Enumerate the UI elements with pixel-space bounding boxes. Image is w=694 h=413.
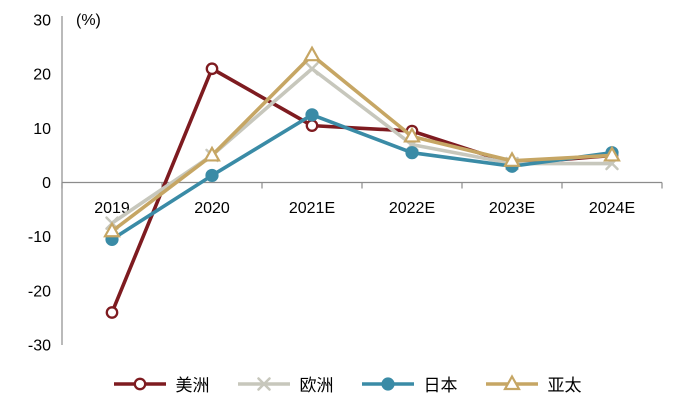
x-axis-tick-label: 2024E [589,200,635,217]
data-point-marker-japan [405,146,419,160]
data-point-marker-asia-pacific [403,126,421,143]
x-axis-tick-label: 2022E [389,200,435,217]
data-point-marker-americas [205,62,219,76]
y-axis-tick-label: 10 [33,121,51,138]
series-line-japan [110,112,614,242]
legend-label-asia-pacific: 亚太 [547,376,582,395]
legend-label-americas: 美洲 [175,376,210,395]
data-point-marker-europe [305,62,319,76]
data-point-marker-americas [105,306,119,319]
legend-marker-americas [113,377,166,390]
legend-marker-europe [237,376,290,391]
legend-item-europe: 欧洲 [237,371,334,396]
series-line-europe [110,66,614,225]
data-point-marker-asia-pacific [203,145,221,162]
x-axis-tick-label: 2021E [289,200,335,217]
legend-item-americas: 美洲 [113,371,210,396]
data-point-marker-americas [133,377,146,390]
legend-marker-asia-pacific [485,373,538,390]
data-point-marker-americas [305,119,319,132]
data-point-marker-japan [205,168,219,183]
line-chart-canvas: 30 20 10 0 -10 -20 -30 (%) 2019 2020 2021E 2022E 202… [28,12,663,355]
data-point-marker-asia-pacific [103,221,121,238]
legend-label-europe: 欧洲 [299,376,334,395]
data-point-marker-europe [256,376,271,391]
x-axis-tick-label: 2023E [489,200,535,217]
data-point-marker-asia-pacific [603,145,621,162]
x-axis-tick-label: 2020 [194,200,230,217]
x-axis-tick-label: 2019 [94,200,130,217]
y-axis-tick-label: -10 [28,229,51,246]
data-point-marker-asia-pacific [503,151,521,167]
data-point-marker-japan [305,108,319,122]
legend-item-asia-pacific: 亚太 [485,371,582,396]
chart-legend: 美洲 欧洲 日本 亚太 [0,371,694,396]
data-point-marker-japan [380,376,395,391]
y-axis-tick-label: 30 [33,13,51,30]
legend-item-japan: 日本 [361,371,458,396]
y-axis-tick-label: 20 [33,67,51,84]
data-point-marker-asia-pacific [303,45,321,62]
y-axis-tick-label: -20 [28,283,51,300]
legend-marker-japan [361,376,414,391]
y-axis-unit-label: (%) [76,12,101,29]
series-line-asia-pacific [110,53,614,234]
y-axis-tick-label: 0 [42,175,51,192]
data-point-marker-asia-pacific [502,373,521,390]
y-axis-tick-label: -30 [28,338,51,355]
legend-label-japan: 日本 [423,376,458,395]
